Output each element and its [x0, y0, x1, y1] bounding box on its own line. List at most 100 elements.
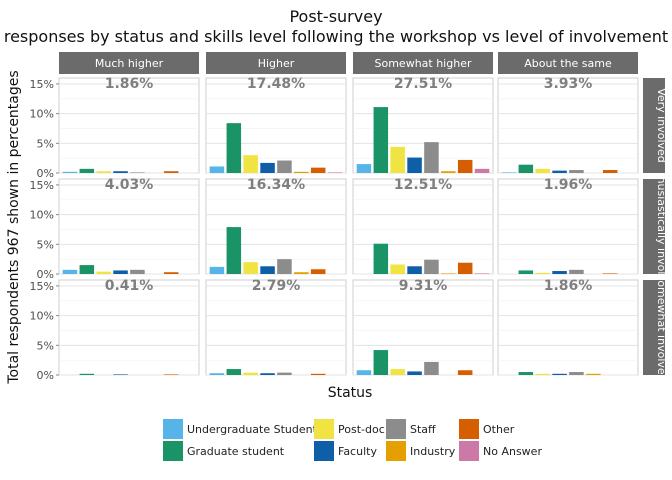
- bar-faculty: [407, 157, 422, 173]
- bar-other: [457, 159, 473, 173]
- x-axis-title: Status: [328, 385, 373, 401]
- chart-title: Post-survey: [289, 7, 382, 26]
- column-strip: [206, 52, 346, 74]
- legend-swatch: [163, 441, 183, 461]
- bar-other: [602, 170, 618, 173]
- column-strip-label: About the same: [524, 57, 612, 70]
- bar-post-doc: [96, 171, 111, 173]
- bar-faculty: [407, 371, 422, 375]
- bar-other: [310, 167, 326, 173]
- legend-label: Staff: [410, 423, 436, 436]
- bar-staff: [569, 269, 584, 274]
- bar-graduate-student: [226, 227, 242, 274]
- bar-post-doc: [535, 373, 550, 375]
- bar-undergraduate-student: [62, 269, 78, 274]
- bar-faculty: [113, 171, 128, 173]
- y-tick-label: 15%: [30, 179, 54, 192]
- row-strip-label: Very involved: [655, 88, 668, 163]
- y-tick-label: 5%: [37, 137, 54, 150]
- column-strip: [353, 52, 493, 74]
- bar-faculty: [552, 373, 567, 375]
- legend-label: Faculty: [338, 445, 377, 458]
- bar-undergraduate-student: [209, 266, 225, 275]
- bar-no-answer: [474, 273, 490, 274]
- bar-graduate-student: [518, 270, 534, 274]
- panel-percentage-label: 17.48%: [247, 76, 305, 92]
- bar-undergraduate-student: [356, 370, 372, 375]
- bar-graduate-student: [518, 372, 534, 375]
- panel-percentage-label: 27.51%: [394, 76, 452, 92]
- panel-percentage-label: 2.79%: [252, 278, 301, 294]
- bar-staff: [130, 172, 145, 173]
- bar-undergraduate-student: [501, 172, 517, 173]
- bar-staff: [569, 372, 584, 375]
- bar-staff: [130, 269, 145, 274]
- bar-graduate-student: [226, 123, 242, 174]
- bar-post-doc: [390, 369, 405, 375]
- column-strip-label: Somewhat higher: [375, 57, 472, 70]
- bar-staff: [277, 259, 292, 274]
- bar-faculty: [113, 374, 128, 375]
- panel-percentage-label: 9.31%: [399, 278, 448, 294]
- y-tick-label: 0%: [37, 167, 54, 180]
- bar-graduate-student: [79, 265, 95, 274]
- facet-panel: [497, 178, 639, 275]
- bar-other: [602, 273, 618, 274]
- bar-undergraduate-student: [356, 164, 372, 173]
- panel-percentage-label: 16.34%: [247, 177, 305, 193]
- bar-faculty: [552, 170, 567, 174]
- y-tick-label: 0%: [37, 268, 54, 281]
- panel-percentage-label: 3.93%: [544, 76, 593, 92]
- y-tick-label: 5%: [37, 339, 54, 352]
- bar-undergraduate-student: [209, 373, 225, 375]
- bar-post-doc: [243, 262, 258, 275]
- bar-faculty: [113, 270, 128, 274]
- bar-other: [163, 374, 179, 375]
- bar-graduate-student: [79, 373, 95, 375]
- bar-industry: [586, 373, 601, 375]
- bar-graduate-student: [79, 168, 95, 173]
- row-strip-label: Enthusiastically involved: [655, 158, 668, 294]
- legend-swatch: [314, 441, 334, 461]
- bar-no-answer: [327, 172, 343, 173]
- y-tick-label: 15%: [30, 280, 54, 293]
- bar-undergraduate-student: [209, 166, 225, 173]
- facet-grid: Much higher Higher Somewhat higher About th…: [30, 52, 668, 382]
- bar-post-doc: [390, 146, 405, 174]
- bar-post-doc: [535, 272, 550, 274]
- legend-swatch: [386, 441, 406, 461]
- bar-industry: [294, 171, 309, 173]
- bar-undergraduate-student: [62, 171, 78, 173]
- bar-faculty: [260, 162, 275, 173]
- bar-staff: [277, 372, 292, 376]
- bar-faculty: [260, 373, 275, 375]
- legend-label: Other: [483, 423, 515, 436]
- bar-graduate-student: [226, 369, 242, 375]
- column-strip: [59, 52, 199, 74]
- bar-graduate-student: [373, 107, 389, 173]
- bar-other: [163, 272, 179, 274]
- legend-swatch: [163, 419, 183, 439]
- bar-staff: [569, 170, 584, 173]
- bar-post-doc: [243, 155, 258, 173]
- panel-percentage-label: 1.86%: [105, 76, 154, 92]
- legend-swatch: [459, 441, 479, 461]
- row-strip: [643, 78, 665, 173]
- bar-graduate-student: [518, 164, 534, 173]
- panel-percentage-label: 0.41%: [105, 278, 154, 294]
- bar-post-doc: [243, 372, 258, 376]
- panel-percentage-label: 1.86%: [544, 278, 593, 294]
- bar-no-answer: [474, 168, 490, 173]
- y-tick-label: 5%: [37, 238, 54, 251]
- chart-subtitle: responses by status and skills level fol…: [4, 27, 668, 46]
- legend-label: Post-doc: [338, 423, 385, 436]
- facet-panel: [205, 279, 347, 376]
- facet-panel: [497, 77, 639, 174]
- panel-percentage-label: 1.96%: [544, 177, 593, 193]
- y-tick-label: 10%: [30, 209, 54, 222]
- bar-faculty: [552, 271, 567, 274]
- column-strip: [498, 52, 638, 74]
- y-tick-label: 10%: [30, 310, 54, 323]
- bar-other: [457, 262, 473, 274]
- facet-panel: [497, 279, 639, 376]
